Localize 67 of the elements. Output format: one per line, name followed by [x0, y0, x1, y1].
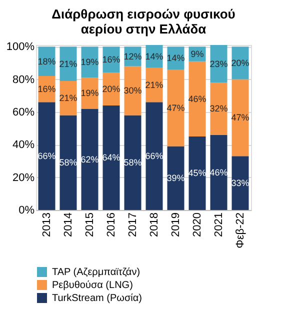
y-tick-label: 0%: [18, 204, 35, 216]
bar: [60, 46, 77, 81]
data-label: 58%: [124, 158, 142, 168]
bar: [232, 79, 249, 156]
legend-label: TurkStream (Ρωσία): [52, 293, 142, 304]
data-label: 58%: [59, 158, 78, 168]
y-tick-label: 20%: [12, 172, 35, 184]
data-label: 32%: [210, 104, 228, 114]
bar: [167, 146, 184, 210]
data-label: 20%: [102, 84, 120, 94]
x-tick-label: Φεβ-22: [234, 212, 246, 248]
data-label: 46%: [210, 167, 228, 178]
bar: [124, 66, 142, 116]
bar: [210, 82, 228, 135]
y-tick-label: 60%: [12, 106, 35, 118]
data-label: 19%: [80, 57, 99, 68]
y-tick-label: 40%: [12, 139, 35, 152]
data-label: 47%: [166, 102, 185, 113]
data-label: 18%: [38, 56, 56, 66]
data-label: 47%: [231, 112, 250, 123]
data-label: 66%: [38, 151, 56, 162]
x-tick-label: 2016: [105, 212, 118, 237]
data-label: 62%: [80, 154, 99, 164]
data-label: 14%: [166, 53, 185, 64]
x-tick-label: 2017: [126, 212, 139, 237]
data-label: 14%: [145, 51, 164, 62]
bar: [124, 115, 142, 210]
data-label: 46%: [188, 94, 206, 104]
data-label: 23%: [210, 58, 228, 69]
data-label: 12%: [124, 51, 142, 62]
bar: [232, 156, 249, 210]
chart-title: Διάρθρωση εισροών φυσικού αερίου στην Ελλάδα: [52, 6, 236, 37]
x-tick-label: 2014: [62, 212, 74, 237]
x-tick-label: 2013: [40, 212, 53, 237]
bar: [102, 105, 120, 210]
data-label: 21%: [59, 93, 78, 104]
x-tick-label: 2015: [84, 212, 96, 237]
data-label: 21%: [145, 80, 164, 90]
data-label: 9%: [190, 48, 204, 59]
x-tick-label: 2020: [191, 212, 204, 237]
x-tick-label: 2019: [170, 212, 182, 237]
data-label: 66%: [145, 151, 164, 162]
data-label: 20%: [231, 58, 250, 68]
legend-label: Ρεβυθούσα (LNG): [52, 280, 133, 291]
data-label: 33%: [231, 178, 250, 188]
bar: [60, 115, 77, 210]
bar: [146, 102, 163, 210]
data-label: 30%: [124, 86, 142, 96]
bar: [210, 134, 228, 210]
bar: [167, 70, 184, 146]
data-label: 16%: [102, 54, 120, 65]
bar: [81, 108, 98, 210]
data-label: 45%: [188, 168, 206, 178]
data-label: 19%: [80, 88, 99, 98]
bar: [188, 136, 206, 210]
y-tick-label: 80%: [12, 74, 35, 86]
x-tick-label: 2021: [212, 212, 225, 237]
data-label: 21%: [59, 58, 78, 69]
bar: [188, 61, 206, 136]
data-label: 39%: [166, 173, 185, 184]
y-tick-label: 100%: [6, 41, 35, 54]
data-label: 64%: [102, 152, 120, 163]
bar: [38, 102, 56, 210]
data-label: 16%: [38, 84, 56, 94]
x-tick-label: 2018: [148, 212, 160, 237]
bar: [210, 45, 228, 83]
legend-label: TAP (Αζερμπαϊτζάν): [52, 267, 140, 278]
